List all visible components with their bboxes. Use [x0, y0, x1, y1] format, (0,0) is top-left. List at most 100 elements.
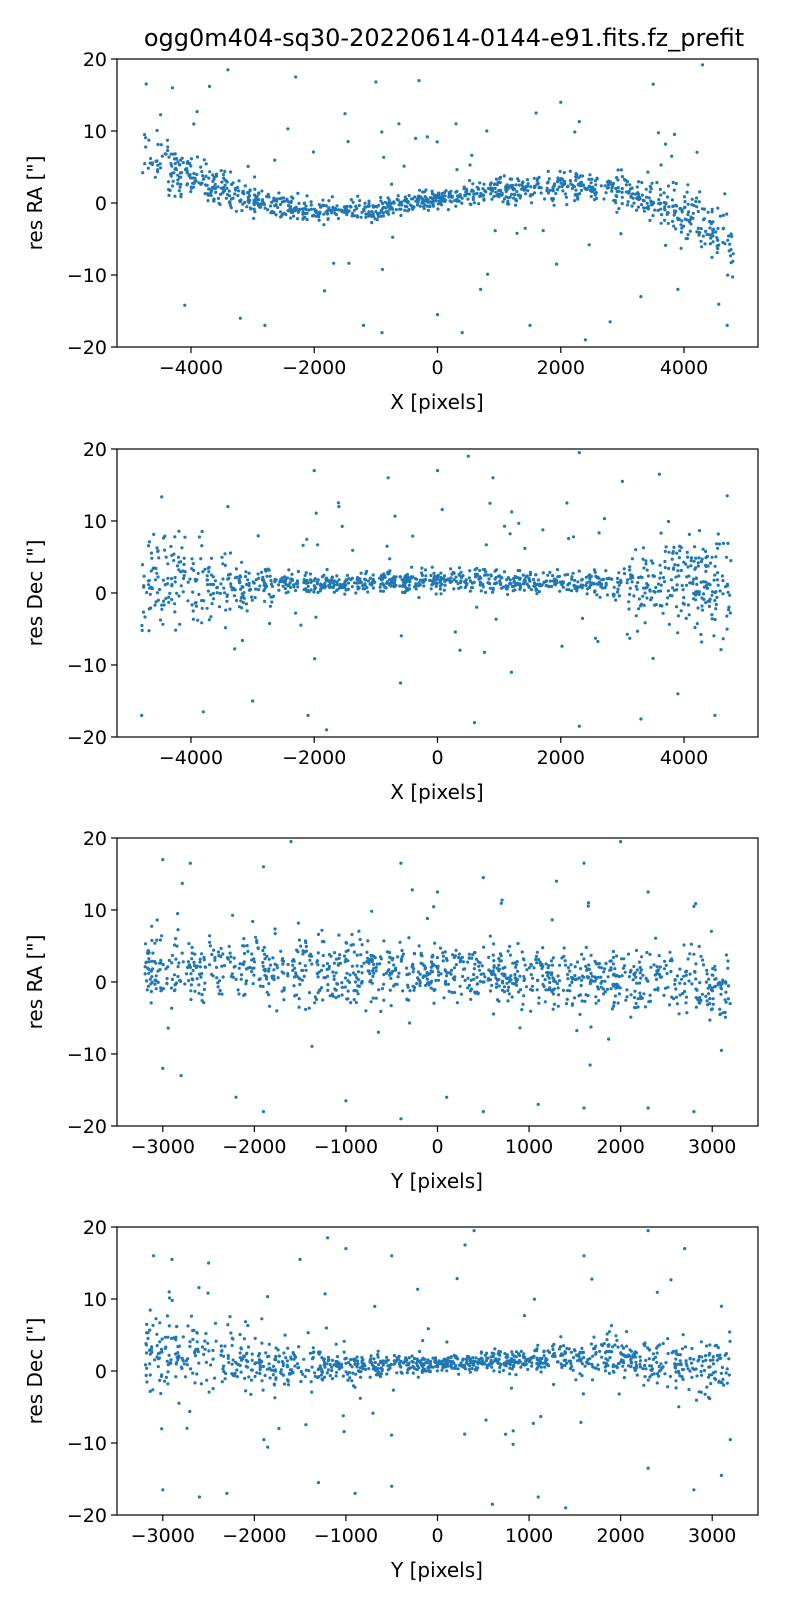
panel-1-point	[402, 164, 406, 168]
panel-3-point	[215, 976, 219, 980]
panel-1-point	[517, 179, 521, 183]
panel-4-point	[207, 1261, 211, 1265]
panel-1-point	[731, 275, 735, 279]
panel-4-point	[334, 1342, 338, 1346]
panel-4-point	[683, 1345, 688, 1349]
panel-2-point	[700, 596, 704, 600]
panel-3-point	[556, 1004, 560, 1008]
panel-3-point	[635, 968, 640, 972]
panel-4-point	[450, 1362, 454, 1366]
panel-2-point	[314, 586, 318, 590]
panel-1-point	[454, 190, 458, 194]
panel-4-point	[680, 1367, 685, 1372]
panel-2-point	[167, 595, 171, 599]
panel-3-point	[529, 973, 533, 977]
panel-3-point	[497, 963, 501, 967]
panel-1-point	[396, 198, 400, 202]
panel-2-point	[245, 609, 249, 613]
panel-3-point	[713, 964, 717, 968]
panel-4-point	[647, 1357, 651, 1361]
panel-3-point	[166, 1026, 170, 1030]
panel-4-point	[434, 1358, 438, 1362]
panel-3-x-ticks: −3000 −2000 −1000 0 1000 2000 3000	[131, 1126, 736, 1158]
panel-1-point	[640, 180, 644, 185]
panel-2-point	[686, 555, 690, 559]
panel-1-point	[630, 186, 634, 190]
panel-3-point	[380, 987, 384, 991]
panel-4-point	[719, 1473, 724, 1477]
panel-4-point	[158, 1321, 162, 1325]
panel-1-point	[331, 205, 335, 209]
panel-2-point	[247, 588, 252, 592]
panel-4-y-tick-label-0: −20	[67, 1505, 107, 1527]
panel-2-point	[301, 543, 305, 547]
panel-1-point	[494, 177, 498, 181]
panel-4-point	[249, 1392, 253, 1396]
panel-3-point	[246, 966, 250, 970]
panel-1-point	[523, 188, 527, 192]
panel-4-point	[268, 1376, 272, 1380]
panel-1-point	[294, 75, 298, 79]
panel-4-point	[552, 1382, 556, 1387]
panel-4-point	[230, 1343, 234, 1348]
panel-2-point	[479, 589, 483, 593]
panel-2-point	[407, 583, 411, 587]
panel-3-point	[589, 1025, 593, 1029]
panel-3-point	[613, 994, 618, 998]
panel-4-point	[181, 1335, 185, 1339]
panel-3-point	[662, 967, 667, 971]
panel-3-point	[193, 952, 197, 956]
panel-2-point	[537, 590, 542, 594]
panel-1-point	[229, 206, 233, 210]
panel-2-point	[560, 583, 564, 587]
panel-4-point	[707, 1375, 711, 1379]
panel-4-point	[150, 1345, 154, 1349]
panel-4-point	[416, 1375, 420, 1379]
panel-2-point	[299, 623, 303, 627]
panel-2-point	[355, 581, 359, 585]
panel-2-point	[268, 574, 272, 578]
panel-3-point	[326, 988, 330, 993]
panel-1-point	[188, 161, 192, 166]
panel-3-point	[600, 966, 604, 970]
panel-3-point	[575, 1029, 579, 1033]
panel-4-point	[344, 1370, 348, 1374]
panel-2-point	[234, 567, 238, 571]
panel-3-point	[310, 962, 314, 966]
panel-3-point	[167, 958, 171, 963]
panel-3-point	[321, 964, 325, 968]
panel-2-point	[181, 576, 186, 581]
panel-1-point	[160, 154, 164, 158]
panel-3-point	[432, 1001, 436, 1005]
panel-4-point	[189, 1314, 194, 1318]
panel-2-point	[147, 583, 151, 587]
panel-3-point	[356, 992, 360, 996]
panel-1-point	[716, 247, 720, 251]
panel-4-point	[582, 1254, 586, 1258]
panel-2-point	[533, 583, 538, 587]
panel-3-point	[192, 960, 196, 965]
panel-4-point	[356, 1362, 360, 1366]
panel-2-point	[488, 501, 492, 505]
panel-4-point	[638, 1355, 642, 1359]
panel-3-point	[313, 1001, 317, 1005]
panel-3-point	[498, 959, 502, 963]
panel-3-point	[251, 982, 255, 986]
panel-1-point	[697, 200, 701, 204]
panel-3-point	[544, 962, 548, 966]
panel-2-point	[316, 578, 320, 582]
panel-3-point	[192, 963, 196, 968]
panel-3-point	[491, 953, 495, 957]
panel-3-point	[552, 987, 557, 991]
panel-3-point	[563, 963, 568, 967]
panel-4-point	[324, 1326, 328, 1330]
panel-4-point	[376, 1355, 380, 1359]
panel-4-point	[371, 1411, 375, 1415]
panel-2-point	[263, 599, 267, 604]
panel-3-point	[336, 963, 340, 967]
panel-3-point	[549, 959, 554, 963]
panel-2-point	[295, 579, 299, 583]
panel-2-point	[649, 598, 653, 602]
panel-3-y-axis-label: res RA ["]	[23, 935, 47, 1030]
panel-3-point	[374, 996, 378, 1000]
